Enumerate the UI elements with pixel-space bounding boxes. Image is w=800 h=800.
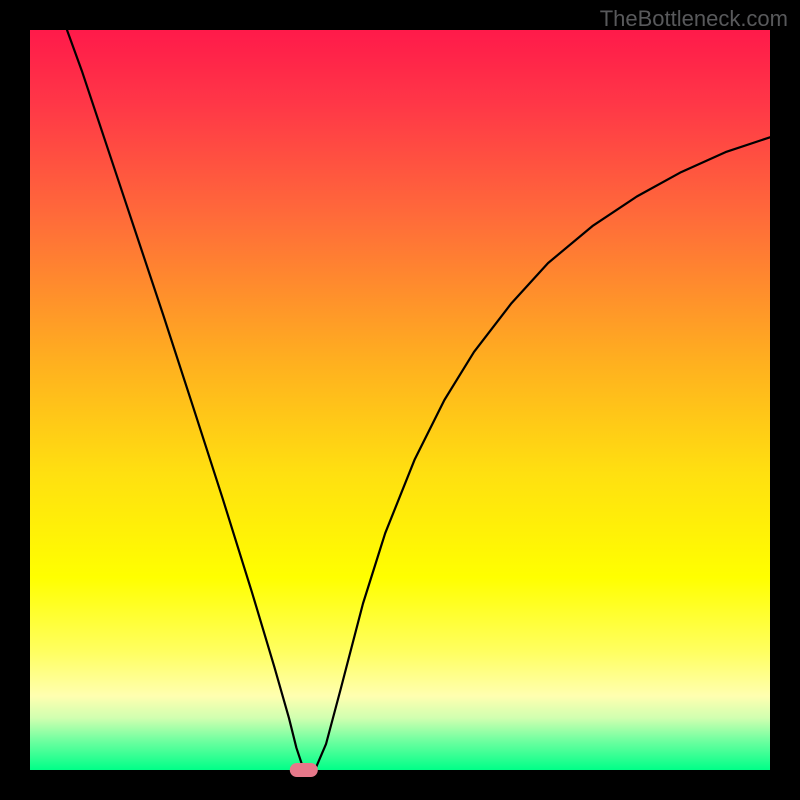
- watermark-text: TheBottleneck.com: [600, 6, 788, 32]
- chart-container: TheBottleneck.com: [0, 0, 800, 800]
- minimum-marker: [290, 763, 318, 777]
- gradient-plot-area: [30, 30, 770, 770]
- chart-svg: [0, 0, 800, 800]
